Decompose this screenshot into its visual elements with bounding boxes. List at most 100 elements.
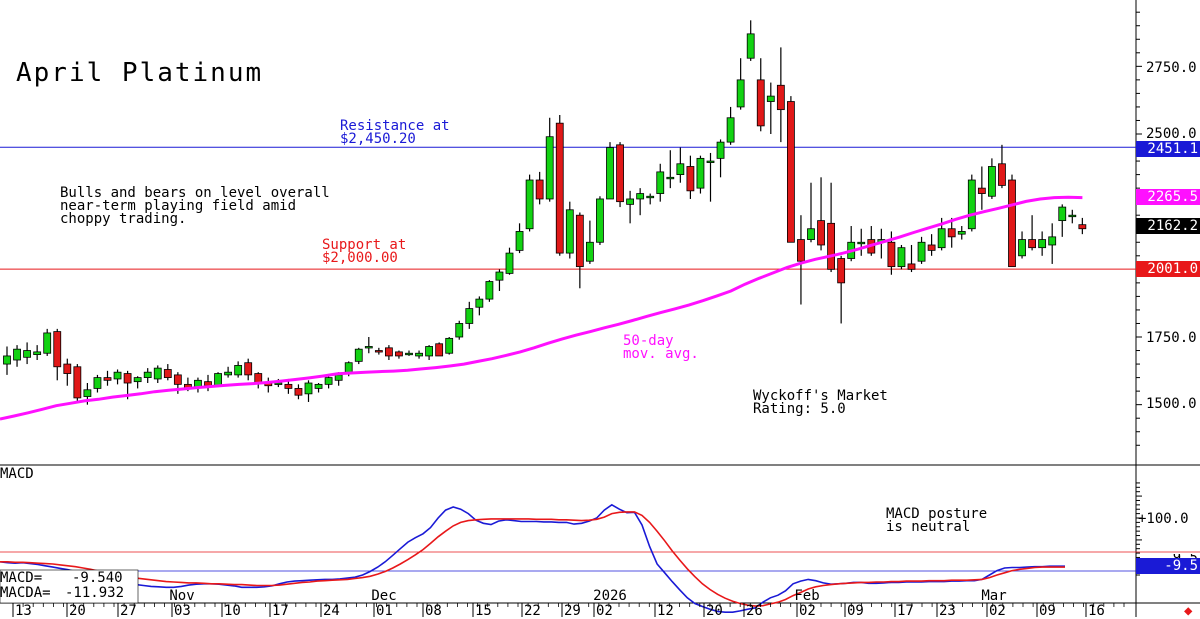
candle-body xyxy=(23,350,32,358)
candle-body xyxy=(827,222,835,270)
candle-body xyxy=(1028,239,1036,249)
candle-body xyxy=(1048,236,1057,246)
macd-ytick-100: +100.0 xyxy=(1138,511,1189,527)
candle-body xyxy=(586,241,594,262)
x-axis-day-label: 03 xyxy=(174,603,191,617)
x-axis-day-label: 24 xyxy=(323,603,340,617)
candle-body xyxy=(405,352,413,356)
candle-body xyxy=(425,346,434,357)
candle-body xyxy=(616,144,624,203)
macd-series-macd xyxy=(0,503,1065,613)
candle-body xyxy=(1078,224,1087,230)
last-price-badge: 2162.2 xyxy=(1136,218,1200,234)
x-axis-day-label: 10 xyxy=(224,603,241,617)
candle-body xyxy=(13,348,21,361)
x-axis-day-label: 02 xyxy=(799,603,816,617)
candle-body xyxy=(756,79,765,127)
candle-body xyxy=(656,171,665,194)
candle-body xyxy=(907,263,916,270)
candle-body xyxy=(143,371,152,379)
candle-body xyxy=(626,198,634,205)
candle-body xyxy=(234,365,243,376)
x-axis-day-label: 01 xyxy=(376,603,393,617)
candle-body xyxy=(565,209,574,254)
candle-body xyxy=(1038,239,1047,249)
chart-title: April Platinum xyxy=(16,58,264,88)
resistance-price-badge: 2451.1 xyxy=(1136,141,1200,157)
candle-body xyxy=(666,176,675,180)
candle-body xyxy=(374,350,383,353)
candle-body xyxy=(957,231,966,235)
candle-body xyxy=(646,195,655,199)
macd-posture-annotation: MACD posture is neutral xyxy=(886,506,988,535)
support-price-badge: 2001.0 xyxy=(1136,261,1200,277)
candle-body xyxy=(294,388,303,396)
candle-body xyxy=(334,374,343,381)
candle-body xyxy=(927,244,936,251)
candle-body xyxy=(244,362,253,376)
candle-body xyxy=(746,33,755,59)
macd-value-badge: -9.5 xyxy=(1136,558,1200,574)
x-axis-month-label: Mar xyxy=(981,588,1006,604)
candle-body xyxy=(3,355,11,365)
candle-body xyxy=(304,382,313,395)
x-axis-month-label: Nov xyxy=(169,588,194,604)
candle-body xyxy=(947,228,956,238)
candle-body xyxy=(897,247,906,268)
candle-body xyxy=(988,166,996,197)
x-axis-day-label: 02 xyxy=(989,603,1006,617)
candle-body xyxy=(415,352,423,357)
candle-body xyxy=(113,371,122,380)
candle-body xyxy=(706,160,715,163)
scroll-right-arrow-icon[interactable]: ◆ xyxy=(1184,603,1193,619)
candle-body xyxy=(525,179,534,230)
candle-body xyxy=(153,367,162,380)
candle-body xyxy=(686,166,695,192)
candle-body xyxy=(163,369,172,379)
ytick-2500: 2500.0 xyxy=(1146,126,1197,142)
candle-body xyxy=(83,389,92,397)
wyckoff-rating-annotation: Wyckoff's Market Rating: 5.0 xyxy=(753,388,888,417)
candle-body xyxy=(214,373,222,387)
candle-body xyxy=(575,214,584,268)
x-axis-day-label: 23 xyxy=(939,603,956,617)
x-axis-month-label: 2026 xyxy=(593,588,627,604)
candle-body xyxy=(837,258,846,284)
candle-body xyxy=(797,239,805,262)
resistance-label: Resistance at $2,450.20 xyxy=(340,118,450,147)
candle-body xyxy=(133,377,142,383)
x-axis-day-label: 17 xyxy=(272,603,289,617)
candle-body xyxy=(766,95,775,102)
moving-average-label: 50-day mov. avg. xyxy=(623,333,699,362)
candle-body xyxy=(726,117,735,143)
candle-body xyxy=(274,382,283,385)
candle-body xyxy=(787,101,795,243)
candle-body xyxy=(324,377,333,385)
macd-legend-box xyxy=(0,569,139,604)
candle-body xyxy=(998,163,1006,186)
candle-body xyxy=(1008,179,1016,268)
candle-body xyxy=(776,84,785,111)
candle-body xyxy=(1018,239,1026,257)
candle-body xyxy=(606,147,614,200)
ytick-1500: 1500.0 xyxy=(1146,396,1197,412)
candle-body xyxy=(596,198,604,243)
candle-body xyxy=(43,332,52,354)
candle-body xyxy=(173,374,182,385)
candle-body xyxy=(475,298,484,308)
moving-average-line xyxy=(0,195,1083,421)
x-axis-month-label: Dec xyxy=(371,588,396,604)
x-axis-day-label: 08 xyxy=(425,603,442,617)
candle-body xyxy=(817,220,825,246)
candle-body xyxy=(1068,214,1077,218)
candle-body xyxy=(535,179,544,200)
candle-body xyxy=(515,231,524,251)
candle-body xyxy=(977,187,986,194)
candle-body xyxy=(485,281,494,300)
candle-body xyxy=(807,228,815,240)
support-label: Support at $2,000.00 xyxy=(322,237,407,266)
candle-body xyxy=(354,348,363,362)
candle-body xyxy=(63,363,72,374)
